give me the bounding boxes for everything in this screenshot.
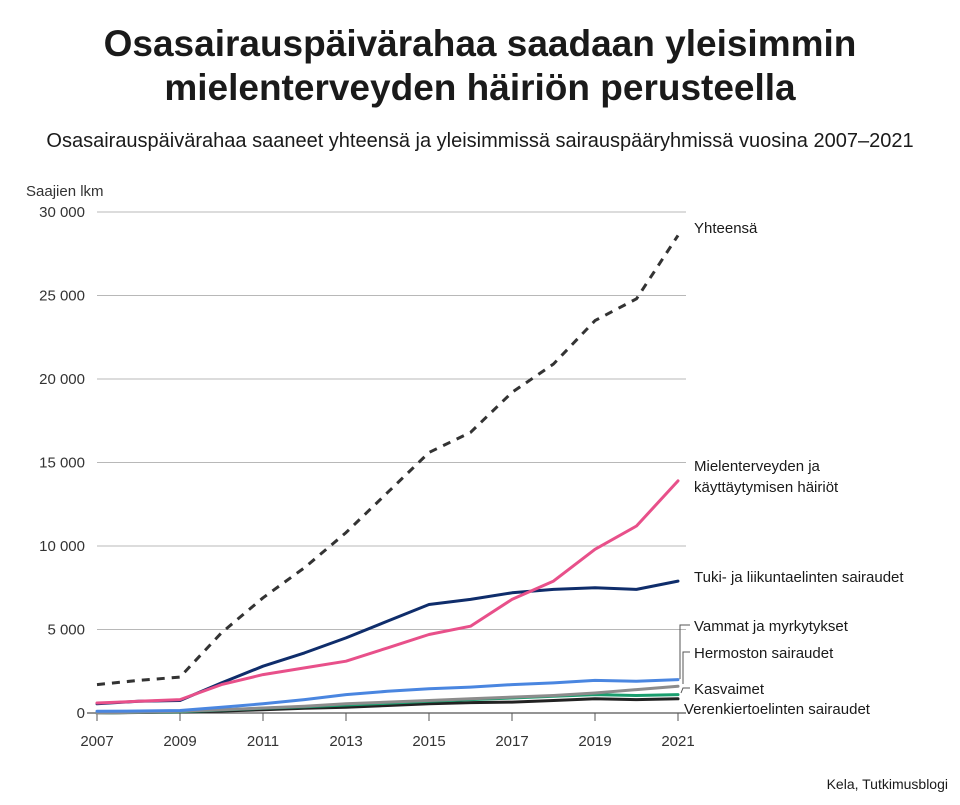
y-tick-label: 10 000	[39, 538, 85, 555]
x-tick-label: 2007	[80, 733, 113, 750]
x-tick-label: 2017	[495, 733, 528, 750]
label-leaders	[679, 624, 690, 694]
y-axis-label: Saajien lkm	[26, 183, 104, 200]
y-tick-label: 15 000	[39, 455, 85, 472]
series-line-0	[96, 234, 680, 687]
gridlines	[97, 211, 686, 630]
series-line-2	[95, 579, 680, 706]
x-tick-label: 2009	[163, 733, 196, 750]
label-total: Yhteensä	[694, 220, 758, 237]
x-tick-label: 2015	[412, 733, 445, 750]
y-axis-ticks: 0 5 000 10 000 15 000 20 000 25 000 30 000	[39, 204, 85, 722]
x-tick-label: 2021	[661, 733, 694, 750]
chart-subtitle: Osasairauspäivärahaa saaneet yhteensä ja…	[46, 130, 914, 152]
y-tick-label: 0	[77, 705, 85, 722]
label-circulatory: Verenkiertoelinten sairaudet	[684, 701, 871, 718]
y-tick-label: 25 000	[39, 288, 85, 305]
chart-title: Osasairauspäivärahaa saadaan yleisimmin …	[0, 22, 960, 110]
x-tick-label: 2013	[329, 733, 362, 750]
label-mental-2: käyttäytymisen häiriöt	[694, 479, 839, 496]
series-line-1	[95, 479, 680, 705]
x-axis: 2007 2009 2011 2013 2015 2017 2019 2021	[80, 712, 695, 750]
series-line-3	[95, 678, 680, 713]
title-line-1: Osasairauspäivärahaa saadaan yleisimmin	[103, 23, 857, 64]
y-tick-label: 30 000	[39, 204, 85, 221]
label-musculo: Tuki- ja liikuntaelinten sairaudet	[694, 569, 904, 586]
leader-injuries	[679, 624, 690, 679]
label-mental-1: Mielenterveyden ja	[694, 458, 821, 475]
leader-nervous	[682, 651, 690, 684]
x-tick-label: 2019	[578, 733, 611, 750]
series-lines	[95, 234, 680, 715]
y-tick-label: 5 000	[47, 622, 85, 639]
y-tick-label: 20 000	[39, 371, 85, 388]
series-labels: Yhteensä Mielenterveyden ja käyttäytymis…	[684, 220, 904, 718]
label-neoplasms: Kasvaimet	[694, 681, 765, 698]
label-injuries: Vammat ja myrkytykset	[694, 618, 849, 635]
label-nervous: Hermoston sairaudet	[694, 645, 834, 662]
leader-neoplasms	[680, 687, 690, 694]
title-line-2: mielenterveyden häiriön perusteella	[164, 67, 796, 108]
source-credit: Kela, Tutkimusblogi	[826, 776, 948, 792]
x-tick-label: 2011	[247, 733, 279, 750]
